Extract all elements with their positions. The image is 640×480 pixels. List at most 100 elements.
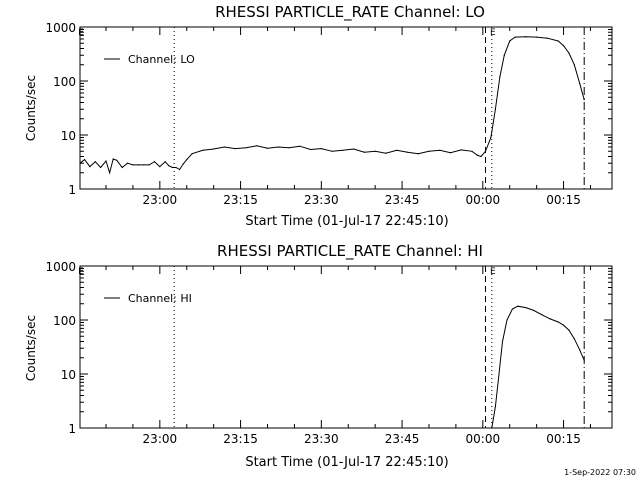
data-point [168, 165, 170, 167]
x-tick-label: 23:15 [223, 193, 258, 207]
data-point [490, 136, 492, 139]
data-point [182, 163, 184, 165]
data-point [94, 161, 96, 163]
x-tick-label: 23:30 [304, 193, 339, 207]
data-point [583, 359, 585, 361]
chart-marks-lo: 23:00 23:15 23:30 23:45 00:00 00:15 1 10 100 1000… [45, 21, 612, 207]
data-point [525, 36, 527, 38]
data-point [116, 159, 118, 161]
data-point [112, 158, 114, 160]
x-tick-label: 23:00 [143, 432, 178, 446]
data-point [320, 148, 322, 150]
y-tick-label: 1 [68, 183, 76, 197]
data-point [494, 405, 496, 408]
legend-label-lo: Channel: LO [128, 53, 195, 66]
data-point [568, 329, 570, 331]
data-point [385, 152, 387, 154]
data-point [310, 148, 312, 151]
x-tick-label: 23:30 [304, 432, 339, 446]
data-point [234, 148, 236, 150]
data-point [511, 308, 513, 310]
data-point [171, 166, 173, 169]
marker-flag-label: E [490, 28, 496, 38]
data-point [213, 148, 215, 150]
data-point [546, 37, 549, 39]
data-point [499, 76, 501, 78]
data-point [471, 150, 473, 152]
data-point [83, 159, 86, 161]
data-point [105, 160, 107, 162]
x-tick-label: 00:00 [466, 193, 501, 207]
y-tick-label: 1000 [45, 21, 76, 35]
chart-title-lo: RHESSI PARTICLE_RATE Channel: LO [215, 3, 485, 22]
data-point [460, 149, 462, 151]
x-axis-label-lo: Start Time (01-Jul-17 22:45:10) [245, 214, 448, 229]
data-point [143, 164, 145, 166]
data-point [109, 172, 111, 174]
data-point [506, 319, 508, 321]
data-point [549, 318, 551, 320]
data-point [126, 162, 129, 164]
data-point [480, 155, 482, 158]
data-point [417, 153, 419, 155]
data-point [100, 166, 102, 169]
data-point [439, 149, 441, 151]
data-point [541, 314, 543, 316]
data-point [175, 166, 177, 169]
data-point [186, 159, 188, 161]
data-point [245, 147, 247, 149]
footer-timestamp: 1-Sep-2022 07:30 [564, 468, 636, 477]
y-tick-label: 1 [68, 422, 76, 436]
y-tick-label: 100 [53, 314, 76, 328]
data-point [331, 150, 333, 152]
data-point [491, 427, 493, 429]
x-tick-label: 00:15 [546, 193, 581, 207]
data-point [137, 164, 139, 166]
data-point [568, 52, 570, 54]
data-point [498, 373, 500, 375]
data-point [132, 164, 134, 166]
data-point [374, 150, 376, 152]
data-point [396, 149, 398, 151]
data-point [153, 161, 156, 163]
data-point [517, 305, 519, 307]
data-point [353, 148, 355, 150]
data-point [509, 40, 511, 42]
data-point [514, 36, 516, 38]
data-point [428, 150, 430, 152]
data-point [573, 338, 575, 340]
data-point [121, 166, 123, 169]
x-tick-label: 23:45 [385, 432, 420, 446]
data-point [148, 164, 150, 166]
data-point [164, 161, 166, 163]
data-point [557, 321, 559, 323]
marker-flag-label: E [78, 28, 84, 38]
data-point [277, 146, 279, 148]
legend-label-hi: Channel: HI [128, 292, 192, 305]
data-point [256, 145, 258, 147]
x-tick-label: 23:00 [143, 193, 178, 207]
legend-lo: Channel: LO [104, 53, 195, 66]
data-point [533, 309, 535, 312]
data-point [525, 307, 527, 309]
data-point [406, 151, 409, 153]
panel-lo: RHESSI PARTICLE_RATE Channel: LO Start T… [24, 3, 613, 229]
data-point [89, 166, 91, 168]
data-point [573, 64, 575, 66]
y-tick-label: 10 [61, 129, 76, 143]
data-point [363, 151, 365, 153]
chart-marks-hi: 23:00 23:15 23:30 23:45 00:00 00:15 1 10 100 1000… [45, 260, 612, 446]
data-point [476, 154, 478, 156]
data-point [266, 147, 269, 149]
data-point [579, 82, 581, 85]
data-point [583, 99, 585, 101]
y-axis-label-lo: Counts/sec [24, 75, 38, 141]
y-tick-label: 100 [53, 75, 76, 89]
data-point [223, 146, 225, 148]
data-point [536, 36, 538, 38]
y-tick-label: 1000 [45, 260, 76, 274]
x-tick-label: 00:00 [466, 432, 501, 446]
data-point [449, 152, 452, 154]
y-axis-label-hi: Counts/sec [24, 315, 38, 381]
